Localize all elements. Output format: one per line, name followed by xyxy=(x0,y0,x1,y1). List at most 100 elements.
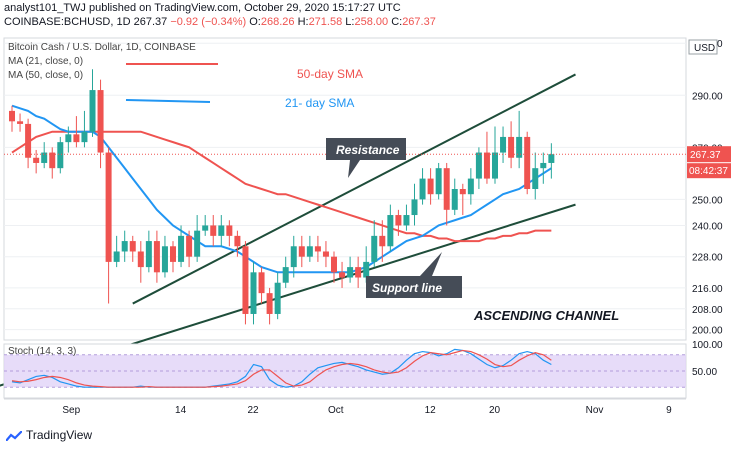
high-label: H: xyxy=(297,16,309,28)
last-price-badge xyxy=(687,146,731,163)
candle-body xyxy=(41,152,48,163)
x-tick-label: 20 xyxy=(489,405,501,416)
candle-body xyxy=(97,90,104,153)
candle-body xyxy=(161,246,168,273)
candle-body xyxy=(403,215,410,226)
high-value: 271.58 xyxy=(308,16,343,28)
candle-body xyxy=(9,110,15,122)
ohlc-header: COINBASE:BCHUSD, 1D 267.37 −0.92 (−0.34%… xyxy=(4,16,436,28)
last-price: 267.37 xyxy=(133,16,168,28)
candle-body xyxy=(81,131,88,143)
candle-body xyxy=(250,272,257,314)
resistance-line xyxy=(132,73,576,305)
y-tick-label: 216.00 xyxy=(692,284,723,295)
candle-body xyxy=(363,261,370,278)
candle-body xyxy=(306,246,313,257)
open-label: O: xyxy=(249,16,261,28)
resistance-label: Resistance xyxy=(336,143,400,157)
candle-body xyxy=(242,246,249,314)
brand-name: TradingView xyxy=(26,428,93,442)
candle-body xyxy=(435,168,442,195)
candle-body xyxy=(218,225,225,236)
countdown-badge xyxy=(687,163,731,179)
candle-body xyxy=(427,178,434,195)
candle-body xyxy=(339,272,346,278)
close-label: C: xyxy=(391,16,403,28)
support-callout xyxy=(366,252,462,298)
candle-body xyxy=(355,267,362,278)
candle-body xyxy=(105,152,112,262)
stoch-tick: 100.00 xyxy=(692,340,723,351)
sma21-legend-swatch xyxy=(125,99,211,103)
candle-body xyxy=(516,136,523,158)
stoch-d-line xyxy=(11,349,552,388)
candle-body xyxy=(153,241,160,273)
candle-body xyxy=(194,230,201,257)
last-price-text: 267.37 xyxy=(690,150,721,161)
low-label: L: xyxy=(345,16,355,28)
stoch-legend[interactable]: Stoch (14, 3, 3) xyxy=(8,346,77,357)
candle-body xyxy=(298,246,305,257)
candle-body xyxy=(331,256,337,273)
x-tick-label: 12 xyxy=(425,405,437,416)
candle-body xyxy=(73,134,80,143)
candle-body xyxy=(483,152,490,179)
sma50-annotation: 50-day SMA xyxy=(297,67,363,81)
candle-body xyxy=(411,199,418,216)
candle-body xyxy=(186,235,193,257)
candle-body xyxy=(258,272,265,294)
candle-body xyxy=(137,251,144,268)
candle-body xyxy=(226,225,233,236)
candle-body xyxy=(282,267,289,283)
open-value: 268.26 xyxy=(260,16,295,28)
price-pane xyxy=(3,37,687,341)
stoch-tick: 50.00 xyxy=(692,367,717,378)
x-tick-label: Sep xyxy=(62,405,80,416)
candle-body xyxy=(500,136,507,153)
candlestick-series xyxy=(9,69,555,325)
countdown-text: 08:42:37 xyxy=(689,166,728,177)
candle-body xyxy=(451,189,458,210)
candle-body xyxy=(210,225,217,236)
legend-title: Bitcoin Cash / U.S. Dollar, 1D, COINBASE xyxy=(8,42,196,53)
tradingview-logo-icon xyxy=(5,430,23,442)
candle-body xyxy=(322,251,329,257)
x-tick-label: 9 xyxy=(666,405,672,416)
candle-body xyxy=(314,246,321,252)
candle-body xyxy=(65,134,72,143)
x-tick-label: Nov xyxy=(586,405,604,416)
currency-label: USD xyxy=(694,43,715,54)
candle-body xyxy=(548,154,555,163)
candle-body xyxy=(202,225,209,231)
candle-body xyxy=(290,246,297,268)
candle-body xyxy=(387,215,394,247)
y-tick-label: 200.00 xyxy=(692,326,723,337)
candle-body xyxy=(443,168,450,210)
candle-body xyxy=(419,178,426,200)
candle-body xyxy=(459,189,466,195)
y-tick-label: 208.00 xyxy=(692,305,723,316)
candle-body xyxy=(25,123,32,158)
candle-body xyxy=(524,136,531,189)
x-tick-label: 14 xyxy=(175,405,187,416)
candle-body xyxy=(266,293,273,314)
candle-body xyxy=(467,178,474,195)
x-tick-label: 22 xyxy=(248,405,260,416)
candle-body xyxy=(121,241,128,252)
publish-info: analyst101_TWJ published on TradingView.… xyxy=(4,2,401,14)
sma21-annotation: 21- day SMA xyxy=(285,96,354,110)
candle-body xyxy=(379,235,386,247)
candle-body xyxy=(113,251,120,262)
stoch-band xyxy=(4,354,686,388)
y-tick-label: 290.00 xyxy=(692,91,723,102)
legend-ma50[interactable]: MA (50, close, 0) xyxy=(8,70,84,81)
candle-body xyxy=(475,152,482,179)
y-tick-label: 240.00 xyxy=(692,221,723,232)
price-axis[interactable]: 310.00290.00270.00250.00240.00228.00216.… xyxy=(4,39,731,337)
tradingview-brand[interactable]: TradingView xyxy=(5,428,93,442)
x-tick-label: Oct xyxy=(328,405,344,416)
legend-ma21[interactable]: MA (21, close, 0) xyxy=(8,56,84,67)
time-axis[interactable]: Sep 14 22 Oct 12 20 Nov 9 xyxy=(4,398,686,416)
candle-body xyxy=(540,162,547,169)
